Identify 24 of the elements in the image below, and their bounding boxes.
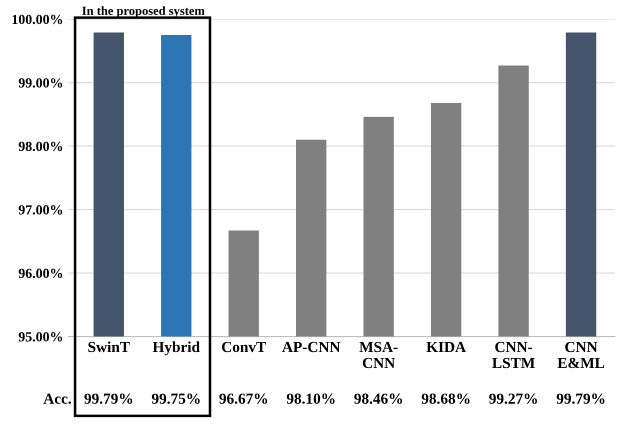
x-tick-label: AP-CNN	[282, 342, 340, 352]
data-label: 99.79%	[556, 394, 604, 404]
y-tick-label: 96.00%	[18, 268, 62, 278]
y-tick-label: 99.00%	[18, 78, 62, 88]
x-tick-label: MSA- CNN	[359, 342, 398, 368]
data-label: 96.67%	[219, 394, 268, 404]
data-label: 98.68%	[422, 394, 470, 404]
data-label: 98.46%	[354, 394, 402, 404]
x-tick-label: Hybrid	[152, 341, 200, 356]
y-tick-label: 95.00%	[18, 332, 62, 342]
y-tick-label: 98.00%	[18, 142, 62, 152]
data-label: 98.10%	[286, 394, 335, 404]
text: In the proposed system	[82, 6, 205, 18]
x-tick-label: SwinT	[88, 341, 130, 352]
x-tick-label: CNN E&ML	[558, 342, 604, 368]
text: Acc.	[43, 394, 72, 404]
y-tick-label: 100.00%	[12, 14, 62, 24]
data-label: 99.79%	[84, 394, 132, 404]
data-label: 99.27%	[489, 394, 537, 404]
x-tick-label: KIDA	[426, 342, 466, 352]
x-tick-label: CNN- LSTM	[492, 342, 535, 368]
data-label: 99.75%	[152, 394, 200, 404]
x-tick-label: ConvT	[222, 342, 266, 352]
y-tick-label: 97.00%	[18, 205, 62, 215]
